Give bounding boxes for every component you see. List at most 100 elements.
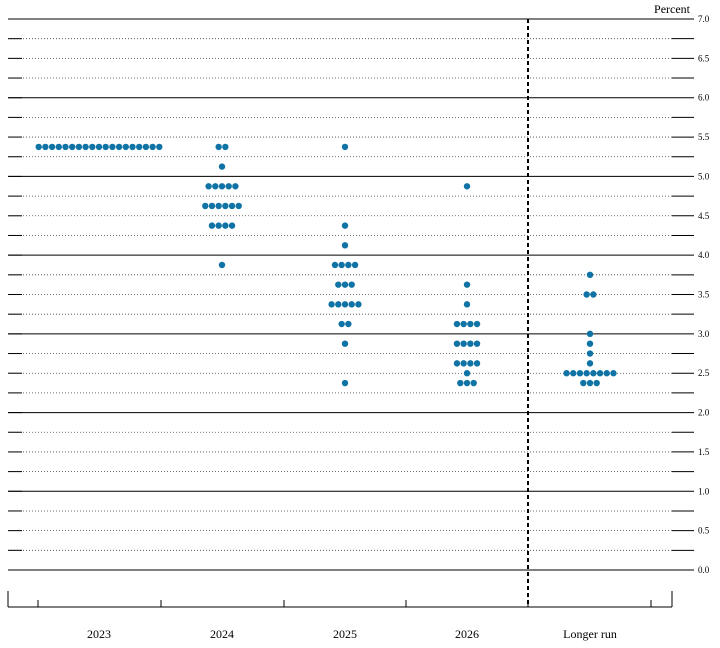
participant-dot (222, 202, 229, 210)
participant-dot (122, 143, 129, 151)
grid-layer (8, 18, 694, 571)
participant-dot (69, 143, 76, 151)
participant-dot (142, 143, 150, 151)
participant-dot (460, 340, 467, 347)
participant-dot (205, 183, 212, 190)
participant-dot (467, 360, 474, 367)
participant-dot (473, 360, 481, 367)
participant-dot (55, 143, 62, 151)
participant-dot (109, 143, 116, 151)
participant-dot (586, 379, 594, 387)
participant-dot (463, 301, 471, 308)
participant-dot (341, 143, 349, 151)
participant-dot (590, 370, 597, 377)
participant-dot (351, 261, 359, 269)
x-category-label: 2023 (87, 627, 111, 641)
participant-dot (473, 340, 481, 347)
participant-dot (215, 143, 222, 151)
participant-dot (610, 370, 617, 377)
participant-dot (235, 202, 242, 210)
x-category-label: Longer run (563, 627, 617, 641)
participant-dot (586, 360, 594, 367)
participant-dot (341, 379, 349, 387)
y-tick-label: 4.0 (698, 250, 710, 260)
participant-dot (225, 183, 232, 190)
y-tick-label: 3.0 (698, 329, 710, 339)
participant-dot (42, 143, 49, 151)
participant-dot (228, 202, 236, 210)
y-tick-label: 5.0 (698, 171, 710, 181)
participant-dot (212, 183, 219, 190)
participant-dot (208, 222, 216, 229)
y-tick-label: 3.5 (698, 290, 710, 300)
y-tick-label: 1.0 (698, 486, 710, 496)
participant-dot (156, 143, 163, 151)
participant-dot (563, 370, 570, 377)
participant-dot (453, 320, 461, 328)
participant-dot (345, 261, 352, 269)
participant-dot (218, 261, 226, 269)
participant-dot (457, 379, 464, 387)
participant-dot (218, 183, 226, 190)
x-category-label: 2024 (210, 627, 234, 641)
participant-dot (355, 301, 362, 308)
participant-dot (82, 143, 89, 151)
participant-dot (348, 301, 355, 308)
participant-dot (228, 222, 236, 229)
participant-dot (341, 242, 349, 249)
participant-dot (576, 370, 584, 377)
participant-dot (218, 163, 226, 170)
participant-dot (603, 370, 610, 377)
participant-dot (222, 222, 229, 229)
participant-dot (473, 320, 481, 328)
participant-dot (470, 379, 477, 387)
y-axis-unit-label: Percent (654, 2, 691, 16)
participant-dot (586, 350, 594, 357)
participant-dot (136, 143, 143, 151)
participant-dot (583, 370, 590, 377)
participant-dot (335, 301, 342, 308)
participant-dot (115, 143, 123, 151)
participant-dot (590, 291, 597, 298)
axis-layer: 0.0 0.5 1.0 1.5 2.0 2.5 3.0 3.5 4.0 4.5 5.0 5.5 6.0 6… (7, 14, 710, 641)
y-tick-label: 2.0 (698, 408, 710, 418)
participant-dot (583, 291, 590, 298)
y-tick-label: 7.0 (698, 14, 710, 24)
y-tick-label: 5.5 (698, 132, 710, 142)
participant-dot (208, 202, 216, 210)
y-tick-label: 0.0 (698, 565, 710, 575)
participant-dot (75, 143, 83, 151)
participant-dot (460, 320, 467, 328)
participant-dot (463, 370, 471, 377)
participant-dot (95, 143, 103, 151)
participant-dot (341, 281, 349, 288)
participant-dot (463, 379, 471, 387)
participant-dot (341, 301, 349, 308)
participant-dot (463, 183, 471, 190)
participant-dot (338, 320, 345, 328)
participant-dot (331, 261, 339, 269)
participant-dot (338, 261, 345, 269)
participant-dot (570, 370, 577, 377)
participant-dot (453, 340, 461, 347)
participant-dot (467, 340, 474, 347)
participant-dot (586, 340, 594, 347)
participant-dot (463, 281, 471, 288)
y-tick-label: 6.0 (698, 93, 710, 103)
participant-dot (328, 301, 335, 308)
participant-dot (596, 370, 604, 377)
participant-dot (348, 281, 355, 288)
participant-dot (35, 143, 42, 151)
participant-dot (129, 143, 136, 151)
participant-dot (341, 222, 349, 229)
dots-layer (35, 143, 617, 387)
participant-dot (102, 143, 109, 151)
participant-dot (149, 143, 156, 151)
participant-dot (335, 281, 342, 288)
participant-dot (89, 143, 96, 151)
participant-dot (215, 222, 222, 229)
y-tick-label: 2.5 (698, 368, 710, 378)
participant-dot (222, 143, 229, 151)
participant-dot (453, 360, 461, 367)
